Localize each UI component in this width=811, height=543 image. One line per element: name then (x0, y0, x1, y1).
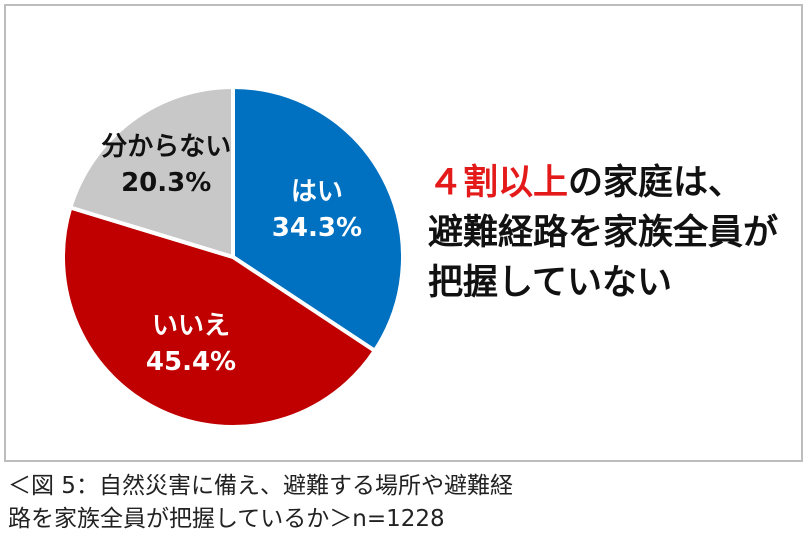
slice-value-label: 45.4% (146, 347, 236, 377)
pie-slice (61, 205, 377, 429)
slice-category-label: いいえ (152, 311, 230, 341)
headline: ４割以上の家庭は、 避難経路を家族全員が 把握していない (428, 158, 798, 308)
chart-frame: はい 34.3% いいえ 45.4% 分からない 20.3% ４割以上の家庭は、 避難経路… (4, 4, 803, 462)
headline-line-1: ４割以上の家庭は、 (428, 158, 798, 208)
slice-category-label: 分からない (101, 132, 231, 162)
headline-line-2: 避難経路を家族全員が (428, 213, 779, 253)
caption-line-1: ＜図 5：自然災害に備え、避難する場所や避難経 (8, 473, 513, 499)
slice-value-label: 20.3% (121, 168, 211, 198)
headline-line-3: 把握していない (428, 263, 672, 303)
figure-caption: ＜図 5：自然災害に備え、避難する場所や避難経 路を家族全員が把握しているか＞n… (8, 470, 808, 536)
pie-chart: はい 34.3% いいえ 45.4% 分からない 20.3% (61, 85, 405, 429)
slice-category-label: はい (291, 177, 343, 207)
pie-slice (68, 85, 235, 259)
headline-accent: ４割以上 (428, 163, 569, 203)
headline-line-1-rest: の家庭は、 (568, 163, 744, 203)
caption-line-2: 路を家族全員が把握しているか＞n=1228 (8, 506, 445, 532)
slice-value-label: 34.3% (272, 213, 362, 243)
